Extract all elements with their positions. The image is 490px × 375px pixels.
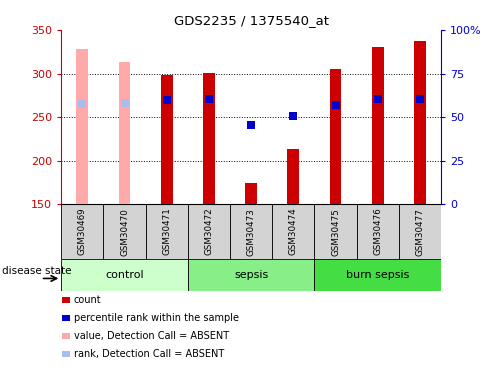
FancyBboxPatch shape <box>230 204 272 259</box>
Point <box>332 102 340 108</box>
Text: disease state: disease state <box>2 266 72 276</box>
Title: GDS2235 / 1375540_at: GDS2235 / 1375540_at <box>173 15 329 27</box>
Text: rank, Detection Call = ABSENT: rank, Detection Call = ABSENT <box>74 349 224 359</box>
Point <box>416 96 424 102</box>
Bar <box>414 41 426 204</box>
Point <box>205 96 213 102</box>
Point <box>290 113 297 119</box>
FancyBboxPatch shape <box>188 204 230 259</box>
Text: GSM30475: GSM30475 <box>331 208 340 255</box>
Bar <box>372 46 384 204</box>
Text: GSM30471: GSM30471 <box>162 208 171 255</box>
Bar <box>76 49 88 204</box>
Bar <box>119 62 130 204</box>
Text: sepsis: sepsis <box>234 270 268 280</box>
Text: GSM30476: GSM30476 <box>373 208 382 255</box>
Text: count: count <box>74 295 101 305</box>
Point <box>121 100 128 106</box>
Point <box>78 101 86 107</box>
FancyBboxPatch shape <box>61 204 103 259</box>
Text: GSM30474: GSM30474 <box>289 208 298 255</box>
Bar <box>245 183 257 204</box>
Text: GSM30473: GSM30473 <box>246 208 256 255</box>
FancyBboxPatch shape <box>315 204 357 259</box>
FancyBboxPatch shape <box>103 204 146 259</box>
Bar <box>203 73 215 204</box>
Text: burn sepsis: burn sepsis <box>346 270 410 280</box>
Point <box>163 97 171 103</box>
FancyBboxPatch shape <box>399 204 441 259</box>
FancyBboxPatch shape <box>357 204 399 259</box>
FancyBboxPatch shape <box>146 204 188 259</box>
Text: value, Detection Call = ABSENT: value, Detection Call = ABSENT <box>74 331 229 341</box>
Text: control: control <box>105 270 144 280</box>
Text: GSM30470: GSM30470 <box>120 208 129 255</box>
Bar <box>330 69 342 204</box>
Text: percentile rank within the sample: percentile rank within the sample <box>74 313 239 323</box>
Text: GSM30477: GSM30477 <box>416 208 424 255</box>
Bar <box>288 150 299 204</box>
FancyBboxPatch shape <box>61 259 188 291</box>
Point <box>374 96 382 102</box>
Bar <box>161 75 172 204</box>
FancyBboxPatch shape <box>315 259 441 291</box>
FancyBboxPatch shape <box>272 204 315 259</box>
Text: GSM30472: GSM30472 <box>204 208 214 255</box>
Text: GSM30469: GSM30469 <box>78 208 87 255</box>
Point <box>247 122 255 128</box>
FancyBboxPatch shape <box>188 259 315 291</box>
